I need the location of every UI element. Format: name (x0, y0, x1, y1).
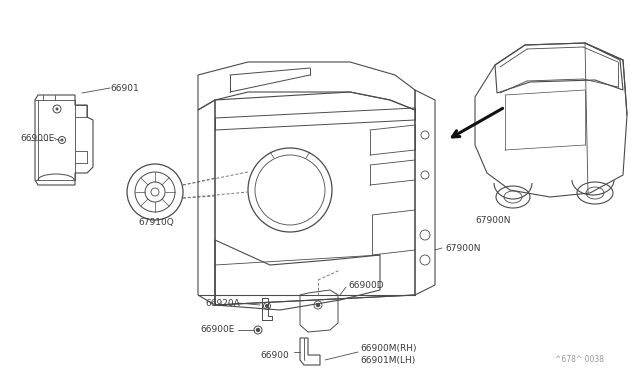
Text: 66900M(RH): 66900M(RH) (360, 343, 417, 353)
Text: ^678^ 0038: ^678^ 0038 (555, 356, 604, 365)
Text: 66900E: 66900E (20, 134, 54, 142)
Text: 66900D: 66900D (348, 280, 383, 289)
Text: 66900E: 66900E (200, 326, 234, 334)
Circle shape (317, 304, 319, 307)
Text: 67900N: 67900N (445, 244, 481, 253)
Circle shape (61, 139, 63, 141)
Circle shape (257, 328, 259, 331)
Circle shape (56, 108, 58, 110)
Text: 66920A: 66920A (205, 298, 240, 308)
Text: 66901: 66901 (110, 83, 139, 93)
Text: 67910Q: 67910Q (138, 218, 173, 227)
Circle shape (266, 305, 268, 307)
Text: 66901M(LH): 66901M(LH) (360, 356, 415, 365)
Text: 66900: 66900 (260, 350, 289, 359)
Text: 67900N: 67900N (475, 215, 511, 224)
